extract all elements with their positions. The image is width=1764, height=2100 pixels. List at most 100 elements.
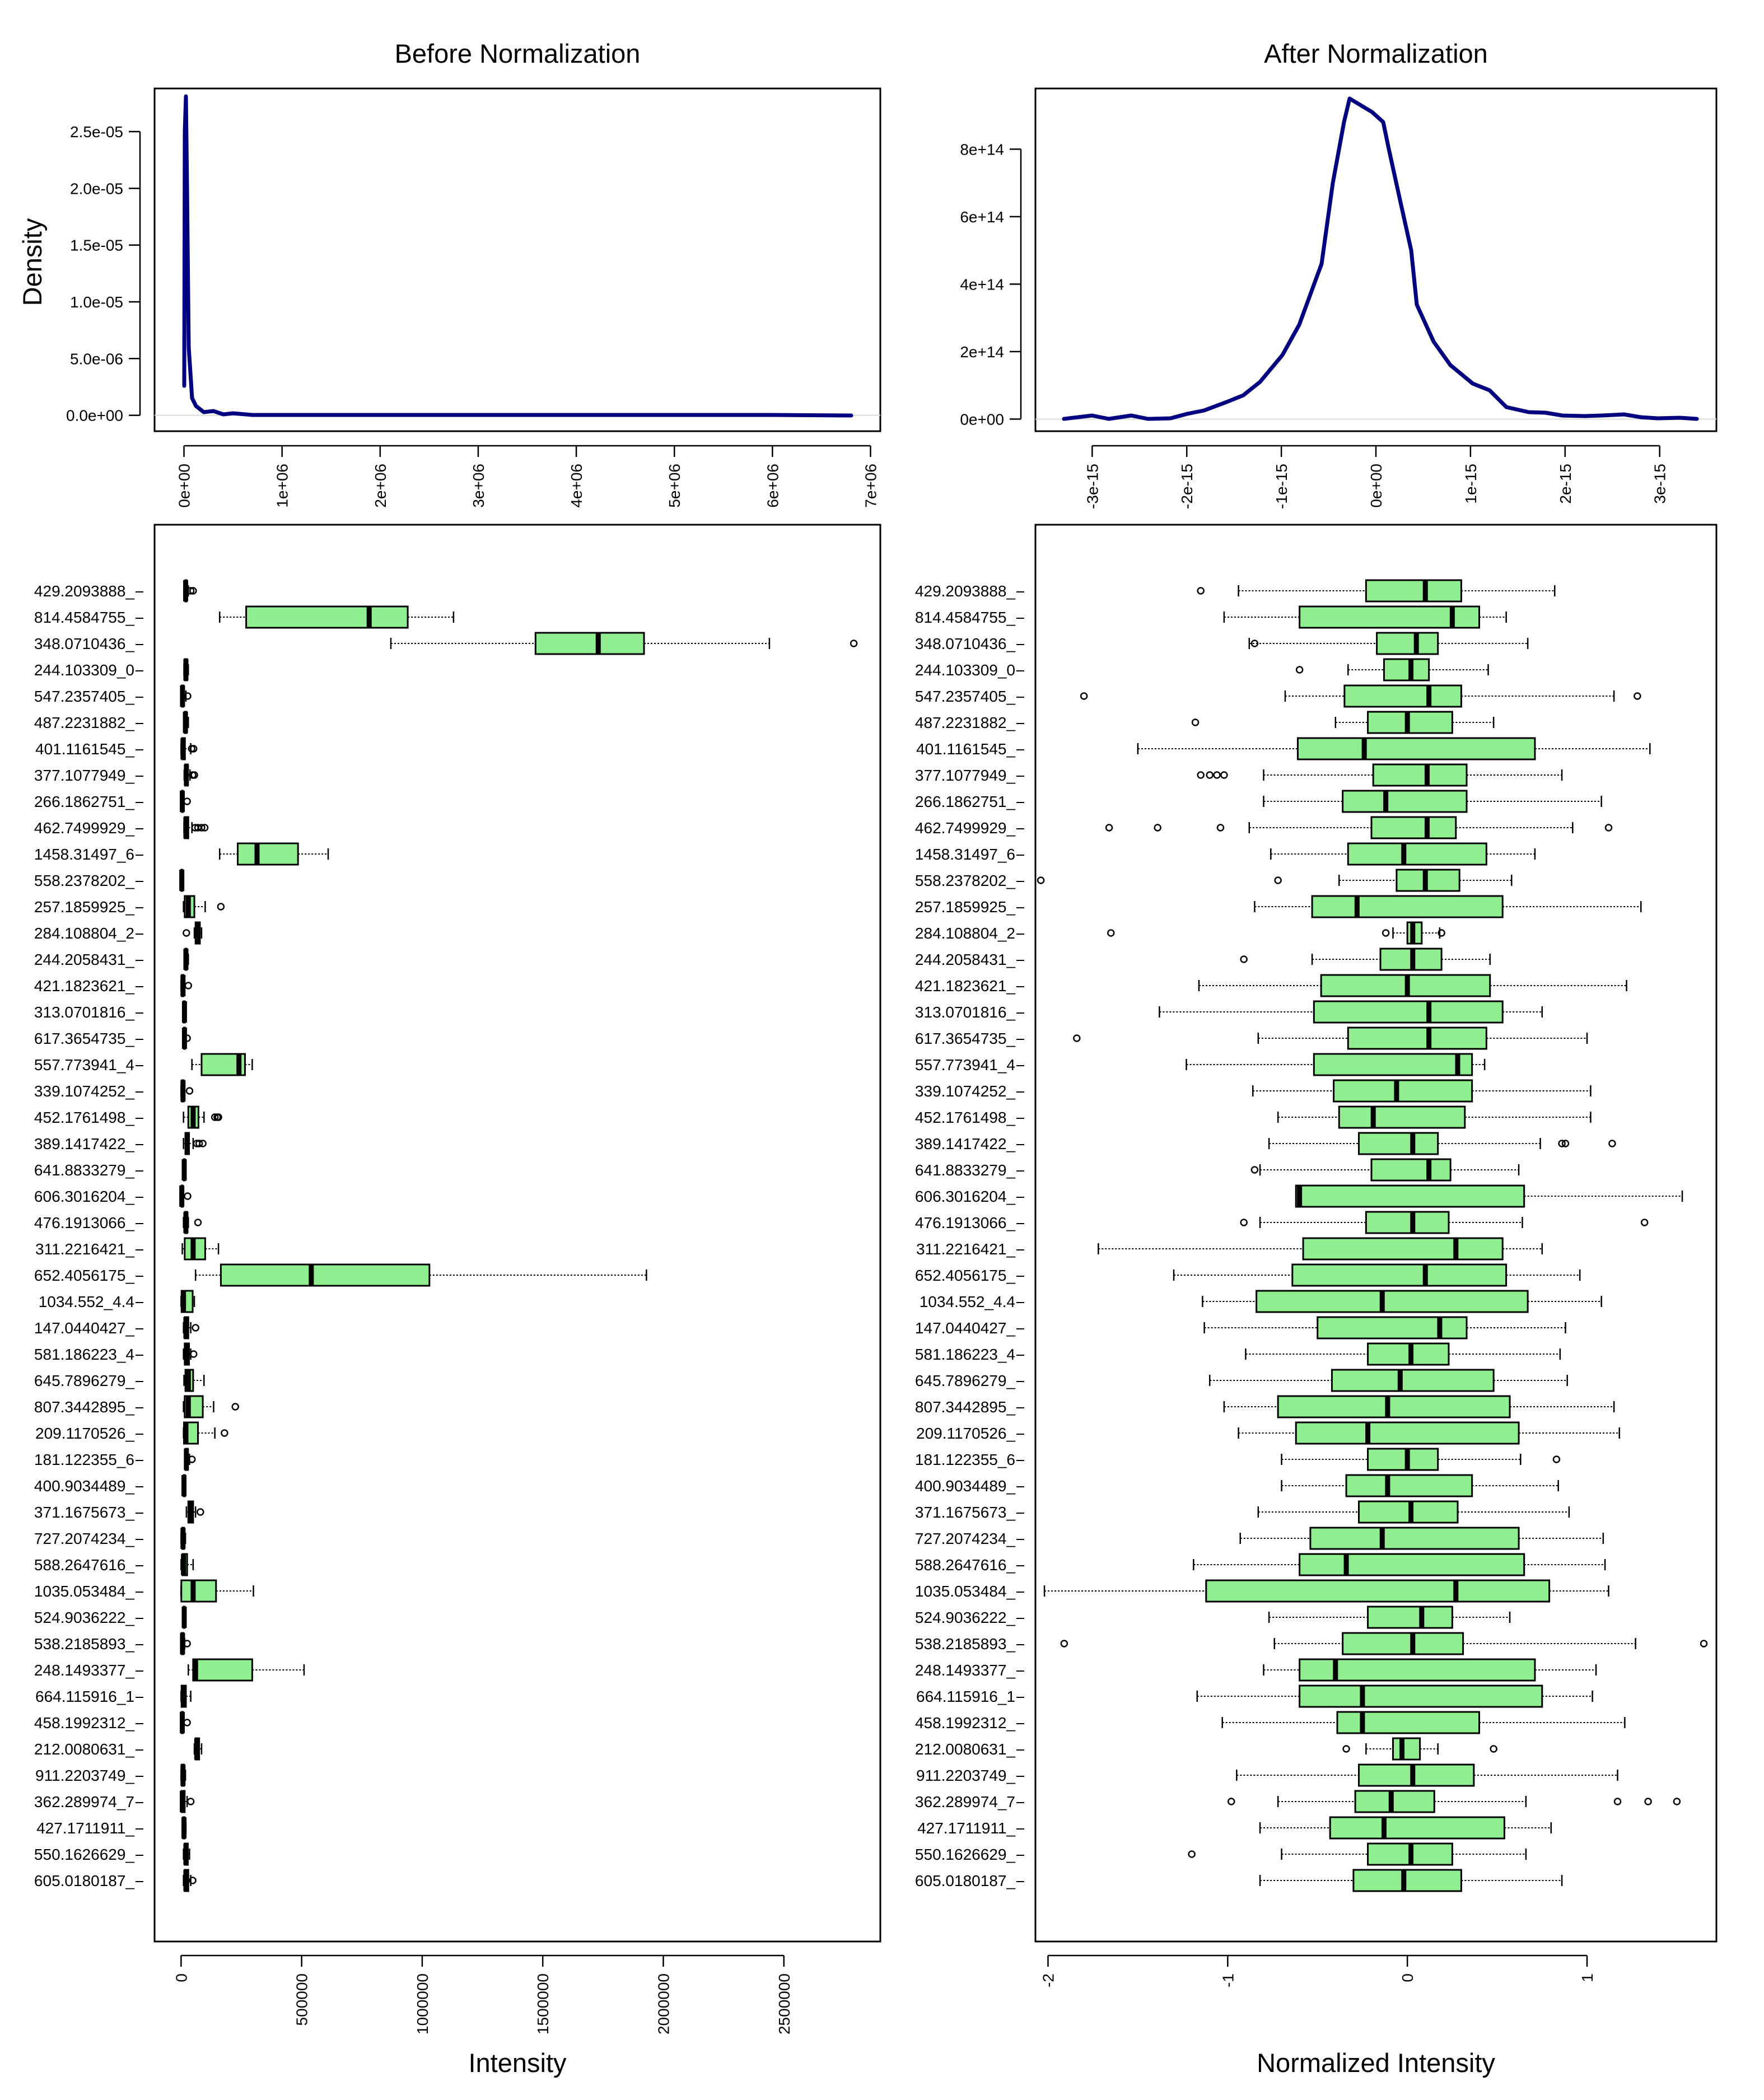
- box: [1358, 1500, 1459, 1524]
- x-tick-label: -3e-15: [1084, 464, 1101, 509]
- category-label: 311.2216421_: [35, 1240, 134, 1258]
- outlier-point: [190, 771, 198, 779]
- outlier-point: [1561, 1140, 1570, 1147]
- box: [1367, 1448, 1439, 1471]
- box: [1295, 1184, 1525, 1208]
- x-tick-label: -2: [1039, 1973, 1057, 1987]
- category-label: 389.1417422_: [915, 1135, 1016, 1152]
- outlier-point: [1216, 824, 1225, 832]
- x-tick-label: 5e+06: [666, 464, 683, 508]
- outlier-point: [194, 1219, 202, 1226]
- category-label: 244.103309_0: [34, 661, 134, 679]
- outlier-point: [1220, 771, 1228, 779]
- category-label: 727.2074234_: [34, 1530, 135, 1547]
- box: [1299, 605, 1480, 629]
- box: [1358, 1763, 1475, 1787]
- category-label: 147.0440427_: [34, 1319, 135, 1337]
- box: [1277, 1395, 1511, 1418]
- category-label: 257.1859925_: [34, 898, 135, 916]
- outlier-point: [189, 1877, 197, 1884]
- category-label: 476.1913066_: [915, 1214, 1016, 1231]
- outlier-point: [1634, 692, 1641, 700]
- category-label: 266.1862751_: [34, 793, 135, 810]
- outlier-point: [211, 1113, 219, 1121]
- outlier-point: [186, 1798, 195, 1805]
- category-label: 452.1761498_: [915, 1109, 1016, 1126]
- outlier-point: [198, 824, 206, 832]
- outlier-point: [189, 587, 197, 595]
- outlier-point: [1107, 929, 1115, 937]
- category-label: 401.1161545_: [916, 740, 1015, 758]
- category-label: 538.2185893_: [34, 1635, 135, 1653]
- box: [1296, 737, 1536, 760]
- category-label: 1034.552_4.4: [920, 1293, 1015, 1310]
- box: [1342, 790, 1468, 813]
- category-label: 212.0080631_: [34, 1740, 135, 1758]
- outlier-point: [1037, 876, 1045, 884]
- outlier-point: [200, 824, 209, 832]
- outlier-point: [1604, 824, 1613, 832]
- after-boxplot-panel: [1034, 524, 1718, 1943]
- category-label: 606.3016204_: [915, 1188, 1016, 1205]
- outlier-point: [1213, 771, 1221, 779]
- box: [1317, 1316, 1468, 1340]
- y-tick-label: 6e+14: [960, 208, 1004, 226]
- category-label: 1035.053484_: [34, 1583, 135, 1600]
- after-density-panel: [1034, 87, 1718, 432]
- box: [180, 1579, 217, 1603]
- outlier-point: [1274, 876, 1282, 884]
- box: [1383, 658, 1430, 682]
- box: [1311, 895, 1504, 918]
- category-label: 147.0440427_: [915, 1319, 1016, 1337]
- category-label: 181.122355_6: [915, 1451, 1015, 1468]
- outlier-point: [1640, 1219, 1649, 1226]
- category-label: 550.1626629_: [915, 1846, 1016, 1863]
- box: [1367, 1606, 1453, 1629]
- category-label: 452.1761498_: [34, 1109, 135, 1126]
- category-label: 558.2378202_: [34, 872, 135, 889]
- category-label: 284.108804_2: [34, 925, 134, 942]
- outlier-point: [190, 1350, 198, 1358]
- outlier-point: [1342, 1745, 1350, 1753]
- box: [1372, 763, 1468, 787]
- category-label: 377.1077949_: [34, 767, 135, 784]
- category-label: 458.1992312_: [34, 1714, 135, 1732]
- category-label: 550.1626629_: [34, 1846, 135, 1863]
- y-tick-label: 2.0e-05: [70, 180, 123, 197]
- category-label: 421.1823621_: [34, 977, 135, 995]
- before-title: Before Normalization: [395, 39, 641, 68]
- category-label: 807.3442895_: [34, 1398, 135, 1416]
- category-label: 429.2093888_: [915, 582, 1016, 600]
- box: [1347, 842, 1487, 866]
- category-label: 645.7896279_: [915, 1372, 1016, 1389]
- category-label: 313.0701816_: [915, 1004, 1016, 1021]
- outlier-point: [1188, 1850, 1196, 1858]
- outlier-point: [186, 587, 195, 595]
- outlier-point: [1382, 929, 1390, 937]
- category-label: 362.289974_7: [34, 1793, 134, 1810]
- box: [1370, 1158, 1452, 1182]
- outlier-point: [214, 1113, 222, 1121]
- box: [1291, 1263, 1508, 1287]
- box: [1313, 1000, 1504, 1024]
- category-label: 557.773941_4: [915, 1056, 1015, 1074]
- category-label: 652.4056175_: [34, 1267, 135, 1284]
- outlier-point: [183, 1034, 191, 1042]
- category-label: 400.9034489_: [915, 1477, 1016, 1495]
- box: [1345, 1474, 1473, 1497]
- category-label: 645.7896279_: [34, 1372, 135, 1389]
- category-label: 348.0710436_: [34, 635, 135, 652]
- outlier-point: [192, 1324, 199, 1332]
- category-label: 524.9036222_: [34, 1609, 135, 1626]
- box: [1352, 1869, 1462, 1892]
- before-density-panel: [153, 87, 881, 432]
- outlier-point: [1673, 1798, 1681, 1805]
- x-tick-label: 2000000: [655, 1973, 672, 2034]
- category-label: 339.1074252_: [915, 1082, 1016, 1100]
- outlier-point: [1060, 1640, 1068, 1648]
- x-tick-label: 4e+06: [568, 464, 585, 508]
- outlier-point: [231, 1403, 239, 1411]
- category-label: 421.1823621_: [915, 977, 1016, 995]
- outlier-point: [1080, 692, 1088, 700]
- category-label: 389.1417422_: [34, 1135, 135, 1152]
